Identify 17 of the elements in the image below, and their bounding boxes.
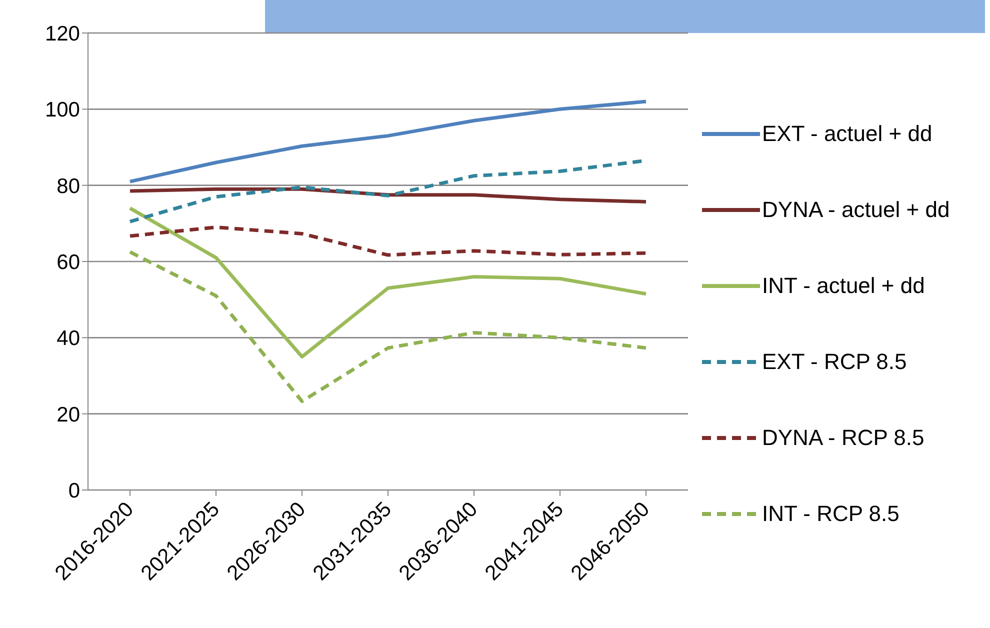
y-tick-label: 60 <box>56 250 80 274</box>
legend-label: INT - actuel + dd <box>762 273 925 299</box>
y-tick-label: 40 <box>56 327 80 350</box>
legend-label: DYNA - actuel + dd <box>762 197 950 223</box>
y-tick-label: 120 <box>44 22 80 46</box>
line-series <box>128 250 648 404</box>
y-tick-label: 0 <box>68 479 80 502</box>
y-tick-label: 20 <box>56 403 80 426</box>
legend-label: EXT - actuel + dd <box>762 121 932 147</box>
line-series <box>128 225 648 257</box>
y-tick-label: 80 <box>56 174 80 198</box>
y-tick-label: 100 <box>44 98 80 122</box>
legend-label: EXT - RCP 8.5 <box>762 349 907 375</box>
line-series <box>128 206 648 358</box>
legend-label: DYNA - RCP 8.5 <box>762 425 924 451</box>
line-series <box>128 100 648 184</box>
legend-label: INT - RCP 8.5 <box>762 501 900 527</box>
